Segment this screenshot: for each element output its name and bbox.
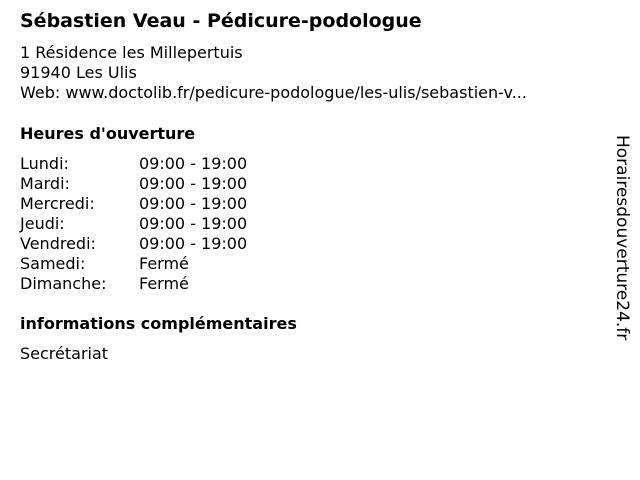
hours-row-monday: Lundi: 09:00 - 19:00	[20, 154, 247, 174]
day-label: Samedi:	[20, 254, 86, 273]
hours-row-friday: Vendredi: 09:00 - 19:00	[20, 234, 247, 254]
website-link[interactable]: Web: www.doctolib.fr/pedicure-podologue/…	[20, 83, 527, 102]
day-label: Mardi:	[20, 174, 70, 193]
day-label: Lundi:	[20, 154, 69, 173]
hours-row-wednesday: Mercredi: 09:00 - 19:00	[20, 194, 247, 214]
hours-heading: Heures d'ouverture	[20, 124, 196, 143]
day-hours: 09:00 - 19:00	[139, 234, 248, 253]
day-label: Mercredi:	[20, 194, 95, 213]
day-hours: 09:00 - 19:00	[139, 194, 248, 213]
hours-table: Lundi: 09:00 - 19:00 Mardi: 09:00 - 19:00 …	[20, 154, 247, 294]
day-hours: Fermé	[139, 274, 189, 293]
day-label: Vendredi:	[20, 234, 96, 253]
info-heading: informations complémentaires	[20, 314, 297, 333]
address-block: 1 Résidence les Millepertuis 91940 Les U…	[20, 43, 527, 103]
day-hours: 09:00 - 19:00	[139, 154, 248, 173]
site-watermark: Horairesdouverture24.fr	[612, 135, 632, 341]
hours-row-thursday: Jeudi: 09:00 - 19:00	[20, 214, 247, 234]
address-street: 1 Résidence les Millepertuis	[20, 43, 243, 62]
info-text: Secrétariat	[20, 344, 109, 363]
hours-row-sunday: Dimanche: Fermé	[20, 274, 247, 294]
address-city: 91940 Les Ulis	[20, 63, 137, 82]
hours-row-tuesday: Mardi: 09:00 - 19:00	[20, 174, 247, 194]
page-title: Sébastien Veau - Pédicure-podologue	[20, 10, 422, 32]
day-label: Dimanche:	[20, 274, 107, 293]
day-hours: Fermé	[139, 254, 189, 273]
hours-row-saturday: Samedi: Fermé	[20, 254, 247, 274]
day-hours: 09:00 - 19:00	[139, 174, 248, 193]
day-hours: 09:00 - 19:00	[139, 214, 248, 233]
day-label: Jeudi:	[20, 214, 65, 233]
